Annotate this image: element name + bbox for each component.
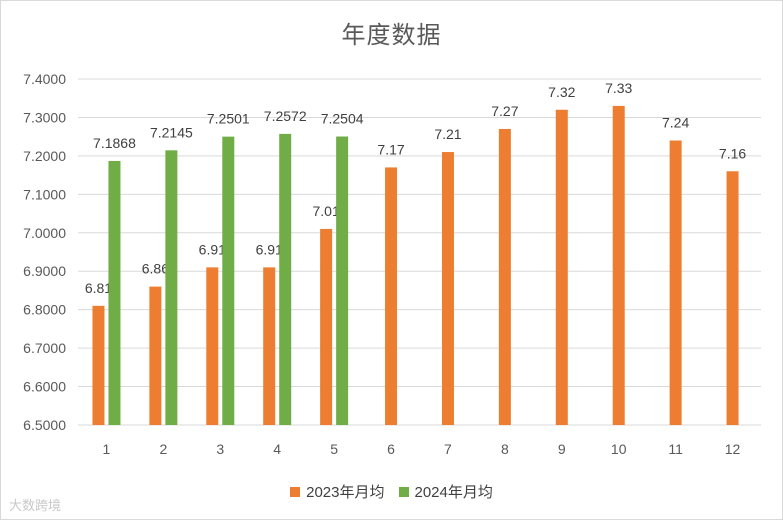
y-tick-label: 7.2000	[23, 148, 66, 164]
data-label: 7.01	[313, 203, 340, 219]
bar-2024年月均-5	[336, 136, 349, 426]
y-tick-label: 7.4000	[23, 71, 66, 87]
x-tick-label: 6	[387, 441, 395, 457]
data-label: 7.21	[434, 126, 461, 142]
data-label: 7.33	[605, 80, 632, 96]
x-tick-label: 1	[103, 441, 111, 457]
x-tick-label: 4	[273, 441, 281, 457]
bar-2024年月均-2	[165, 150, 178, 425]
bar-2023年月均-8	[498, 128, 511, 425]
chart-title: 年度数据	[341, 21, 442, 49]
y-tick-label: 6.5000	[23, 417, 66, 433]
bar-2023年月均-7	[441, 152, 454, 426]
bar-2023年月均-12	[726, 171, 739, 425]
bar-2023年月均-9	[555, 109, 568, 425]
legend-label-2023: 2023年月均	[306, 484, 385, 501]
data-label: 6.91	[256, 241, 283, 257]
y-tick-label: 7.3000	[23, 109, 66, 125]
bar-2023年月均-5	[320, 228, 333, 425]
x-tick-label: 5	[330, 441, 338, 457]
bar-2023年月均-10	[612, 105, 625, 426]
y-tick-label: 6.8000	[23, 302, 66, 318]
legend-item-2023: 2023年月均	[290, 481, 385, 502]
y-tick-label: 7.0000	[23, 225, 66, 241]
data-label: 7.2501	[207, 111, 250, 127]
data-label: 7.17	[377, 141, 404, 157]
x-tick-label: 8	[501, 441, 509, 457]
bar-2023年月均-2	[149, 286, 162, 425]
legend-item-2024: 2024年月均	[398, 481, 493, 502]
data-label: 7.2572	[264, 108, 307, 124]
data-label: 6.91	[199, 241, 226, 257]
y-tick-label: 6.7000	[23, 340, 66, 356]
y-tick-label: 6.6000	[23, 379, 66, 395]
bar-2024年月均-4	[279, 133, 292, 425]
bar-2023年月均-6	[385, 167, 398, 425]
bar-2023年月均-4	[263, 267, 276, 425]
data-label: 7.1868	[93, 135, 136, 151]
data-label: 7.27	[491, 103, 518, 119]
bar-2023年月均-3	[206, 267, 219, 425]
data-label: 7.2145	[150, 124, 193, 140]
data-label: 7.32	[548, 84, 575, 100]
x-tick-label: 9	[558, 441, 566, 457]
x-tick-label: 10	[611, 441, 627, 457]
bar-2024年月均-1	[108, 160, 121, 425]
y-tick-label: 7.1000	[23, 186, 66, 202]
bar-2023年月均-11	[669, 140, 682, 425]
bar-2023年月均-1	[92, 305, 105, 425]
x-tick-label: 12	[725, 441, 741, 457]
x-tick-label: 11	[668, 441, 683, 457]
data-label: 6.86	[142, 261, 169, 277]
x-tick-label: 2	[159, 441, 167, 457]
data-label: 6.81	[85, 280, 112, 296]
legend: 2023年月均 2024年月均	[1, 481, 782, 502]
data-label: 7.16	[719, 145, 746, 161]
data-label: 7.24	[662, 115, 689, 131]
x-tick-label: 7	[444, 441, 452, 457]
bar-2024年月均-3	[222, 136, 235, 425]
watermark-logo: 大数跨境	[9, 499, 62, 514]
legend-swatch-2023	[290, 486, 301, 497]
x-tick-label: 3	[216, 441, 224, 457]
legend-swatch-2024	[398, 486, 409, 497]
legend-label-2024: 2024年月均	[414, 484, 493, 501]
data-label: 7.2504	[321, 111, 364, 127]
y-tick-label: 6.9000	[23, 263, 66, 279]
